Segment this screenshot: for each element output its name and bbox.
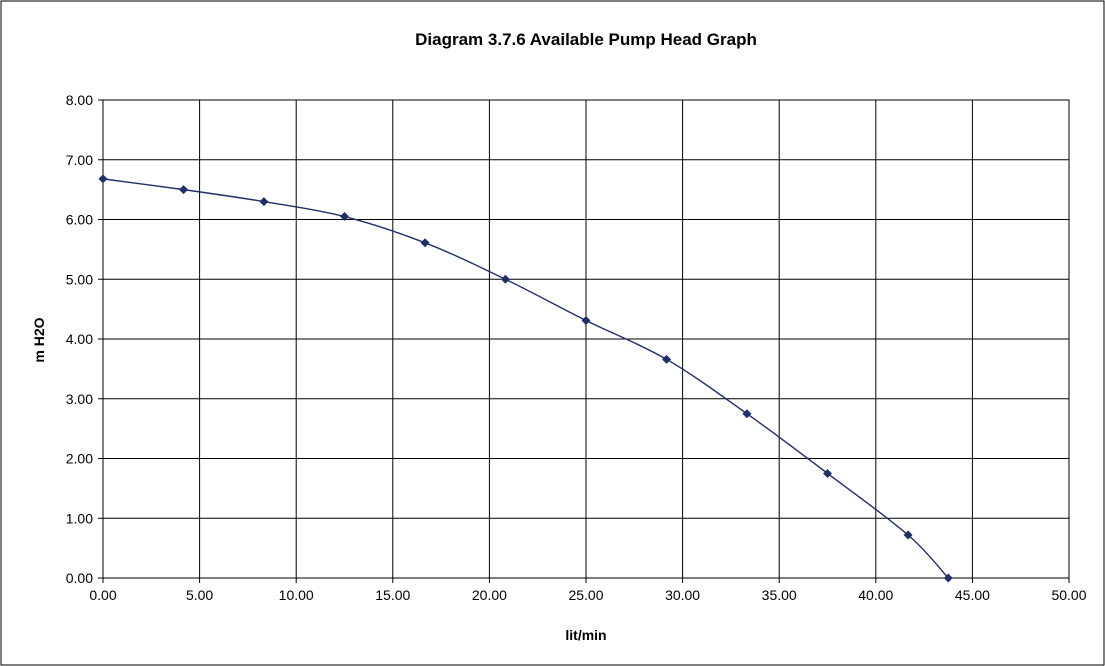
data-point-marker — [179, 185, 189, 195]
x-tick-label: 10.00 — [279, 587, 314, 603]
x-tick-label: 40.00 — [858, 587, 893, 603]
x-axis-ticks: 0.00 5.00 10.00 15.00 20.00 25.00 30.00 35.00 40… — [89, 578, 1087, 603]
y-axis-ticks: 0.00 1.00 2.00 3.00 4.00 5.00 6.00 7.00 8.00 — [66, 92, 103, 586]
x-tick-label: 45.00 — [955, 587, 990, 603]
data-point-marker — [581, 315, 591, 325]
data-point-marker — [662, 354, 672, 364]
y-tick-label: 0.00 — [66, 570, 93, 586]
x-tick-label: 5.00 — [186, 587, 213, 603]
y-tick-label: 2.00 — [66, 451, 93, 467]
x-axis-label: lit/min — [565, 627, 606, 643]
y-tick-label: 4.00 — [66, 331, 93, 347]
y-axis-label: m H2O — [31, 317, 47, 362]
x-tick-label: 0.00 — [89, 587, 116, 603]
x-tick-label: 50.00 — [1051, 587, 1086, 603]
y-tick-label: 3.00 — [66, 391, 93, 407]
data-point-marker — [500, 274, 510, 284]
x-tick-label: 25.00 — [568, 587, 603, 603]
x-tick-label: 15.00 — [375, 587, 410, 603]
y-tick-label: 7.00 — [66, 152, 93, 168]
data-point-marker — [742, 409, 752, 419]
x-tick-label: 35.00 — [762, 587, 797, 603]
y-tick-label: 5.00 — [66, 271, 93, 287]
y-tick-label: 8.00 — [66, 92, 93, 108]
data-point-marker — [259, 197, 269, 207]
y-tick-label: 1.00 — [66, 510, 93, 526]
data-point-marker — [903, 530, 913, 540]
x-tick-label: 30.00 — [665, 587, 700, 603]
chart-title: Diagram 3.7.6 Available Pump Head Graph — [415, 30, 757, 49]
series-layer — [98, 174, 953, 583]
data-point-marker — [340, 212, 349, 222]
data-point-marker — [420, 238, 430, 248]
y-tick-label: 6.00 — [66, 212, 93, 228]
data-point-marker — [823, 468, 832, 478]
data-point-marker — [98, 174, 108, 184]
data-point-marker — [943, 573, 953, 583]
x-tick-label: 20.00 — [472, 587, 507, 603]
